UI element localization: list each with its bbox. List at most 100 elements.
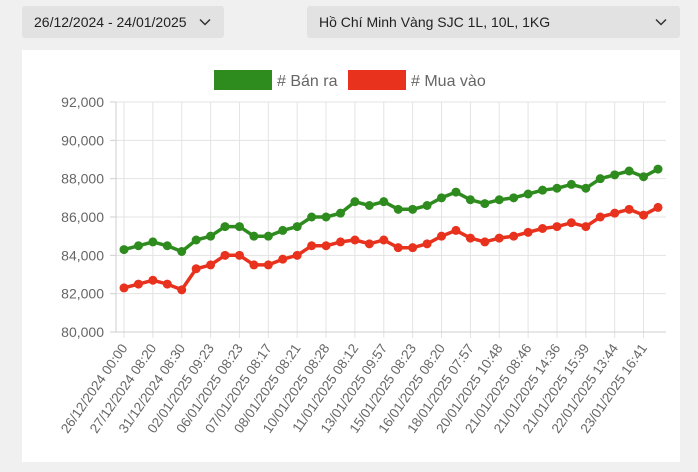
- series-line: [123, 205, 659, 292]
- data-point[interactable]: [220, 250, 230, 260]
- data-point[interactable]: [422, 239, 432, 249]
- data-point[interactable]: [624, 204, 634, 214]
- data-point[interactable]: [321, 212, 331, 222]
- data-point[interactable]: [437, 231, 447, 241]
- legend-item-ban-ra[interactable]: # Bán ra: [214, 70, 338, 90]
- data-point[interactable]: [480, 199, 490, 209]
- y-tick-label: 92,000: [61, 94, 104, 110]
- data-point[interactable]: [480, 237, 490, 247]
- data-point[interactable]: [523, 227, 533, 237]
- y-tick-label: 86,000: [61, 209, 104, 225]
- data-point[interactable]: [422, 201, 432, 210]
- legend-label: # Mua vào: [411, 73, 486, 90]
- data-point[interactable]: [639, 172, 649, 182]
- data-point[interactable]: [494, 195, 504, 205]
- data-point[interactable]: [364, 239, 374, 249]
- y-axis: 80,000 82,000 84,000 86,000 88,000 90,000 92,0…: [61, 94, 117, 340]
- data-point[interactable]: [509, 193, 519, 203]
- data-point[interactable]: [220, 222, 230, 232]
- data-point[interactable]: [379, 235, 389, 245]
- filter-bar: 26/12/2024 - 24/01/2025 Hồ Chí Minh Vàng…: [0, 0, 698, 50]
- date-range-picker[interactable]: 26/12/2024 - 24/01/2025: [22, 6, 224, 38]
- data-point[interactable]: [451, 225, 461, 235]
- y-tick-label: 90,000: [61, 132, 104, 148]
- data-point[interactable]: [653, 164, 663, 174]
- data-point[interactable]: [552, 183, 562, 193]
- data-point[interactable]: [393, 204, 403, 214]
- data-point[interactable]: [307, 241, 317, 251]
- y-tick-label: 80,000: [61, 324, 104, 340]
- data-point[interactable]: [321, 241, 331, 251]
- data-point[interactable]: [119, 283, 129, 293]
- data-point[interactable]: [595, 212, 605, 222]
- grid: [116, 101, 666, 338]
- data-point[interactable]: [206, 260, 216, 270]
- data-point[interactable]: [191, 264, 201, 274]
- series-ban-ra: [119, 164, 663, 256]
- data-point[interactable]: [538, 224, 548, 233]
- data-point[interactable]: [278, 225, 288, 235]
- legend-label: # Bán ra: [277, 73, 338, 90]
- data-point[interactable]: [509, 231, 519, 241]
- data-point[interactable]: [624, 166, 634, 176]
- data-point[interactable]: [364, 201, 374, 210]
- data-point[interactable]: [408, 243, 418, 253]
- legend-item-mua-vao[interactable]: # Mua vào: [348, 70, 486, 90]
- legend-swatch: [214, 70, 272, 90]
- data-point[interactable]: [566, 179, 576, 189]
- data-point[interactable]: [465, 195, 475, 205]
- data-point[interactable]: [523, 189, 533, 199]
- data-point[interactable]: [465, 233, 475, 243]
- y-tick-label: 84,000: [61, 247, 104, 263]
- data-point[interactable]: [581, 183, 591, 193]
- data-point[interactable]: [119, 245, 129, 255]
- data-point[interactable]: [191, 235, 201, 245]
- product-select[interactable]: Hồ Chí Minh Vàng SJC 1L, 10L, 1KG: [307, 6, 680, 38]
- data-point[interactable]: [451, 187, 461, 197]
- data-point[interactable]: [437, 193, 447, 203]
- data-point[interactable]: [292, 222, 302, 232]
- data-point[interactable]: [595, 174, 605, 184]
- data-point[interactable]: [162, 241, 172, 251]
- data-point[interactable]: [234, 222, 244, 232]
- data-point[interactable]: [162, 279, 172, 289]
- date-range-value: 26/12/2024 - 24/01/2025: [34, 14, 187, 30]
- data-point[interactable]: [307, 212, 317, 222]
- data-point[interactable]: [234, 250, 244, 260]
- data-point[interactable]: [581, 222, 591, 232]
- data-point[interactable]: [350, 197, 360, 207]
- data-point[interactable]: [249, 231, 259, 241]
- data-point[interactable]: [148, 237, 158, 247]
- data-point[interactable]: [133, 279, 143, 289]
- data-point[interactable]: [379, 197, 389, 207]
- data-point[interactable]: [494, 233, 504, 243]
- data-point[interactable]: [292, 250, 302, 260]
- data-point[interactable]: [335, 208, 345, 218]
- y-tick-label: 82,000: [61, 286, 104, 302]
- data-point[interactable]: [177, 285, 187, 295]
- y-tick-label: 88,000: [61, 171, 104, 187]
- data-point[interactable]: [610, 170, 620, 180]
- data-point[interactable]: [133, 241, 143, 251]
- data-point[interactable]: [552, 222, 562, 232]
- data-point[interactable]: [249, 260, 259, 270]
- data-point[interactable]: [639, 210, 649, 220]
- price-line-chart: 80,000 82,000 84,000 86,000 88,000 90,000 92,0…: [58, 70, 666, 436]
- data-point[interactable]: [148, 275, 158, 285]
- data-point[interactable]: [263, 260, 273, 270]
- data-point[interactable]: [393, 243, 403, 253]
- data-point[interactable]: [177, 247, 187, 256]
- data-point[interactable]: [653, 202, 663, 212]
- data-point[interactable]: [206, 231, 216, 241]
- data-point[interactable]: [350, 235, 360, 245]
- legend[interactable]: # Bán ra # Mua vào: [214, 70, 486, 90]
- data-point[interactable]: [610, 208, 620, 218]
- series-mua-vao: [119, 202, 663, 295]
- data-point[interactable]: [408, 204, 418, 214]
- data-point[interactable]: [263, 231, 273, 241]
- data-point[interactable]: [278, 254, 288, 264]
- chevron-down-icon: [655, 18, 667, 26]
- data-point[interactable]: [538, 185, 548, 195]
- data-point[interactable]: [566, 218, 576, 228]
- data-point[interactable]: [335, 237, 345, 247]
